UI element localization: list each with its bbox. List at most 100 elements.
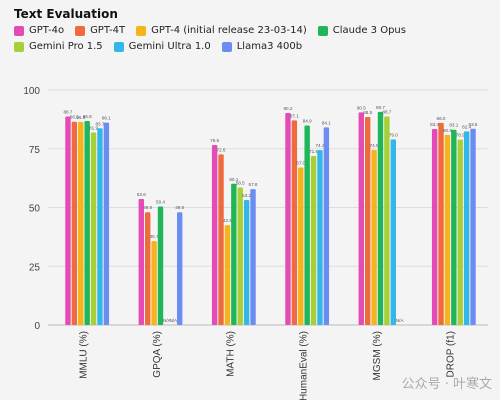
bar [285, 113, 291, 325]
data-label: N/A [163, 318, 172, 323]
data-label: 71.9 [309, 149, 318, 154]
data-label: 74.4 [315, 143, 324, 148]
legend-item: GPT-4o [14, 25, 64, 36]
x-tick-label: DROP (f1) [445, 331, 456, 378]
legend-swatch [14, 41, 24, 52]
data-label: N/A [169, 318, 178, 323]
data-label: N/A [396, 318, 405, 323]
bar [384, 116, 390, 326]
bar [250, 189, 256, 325]
data-label: 88.7 [382, 110, 391, 115]
legend-swatch [113, 41, 124, 52]
bar [317, 150, 323, 325]
bar [444, 134, 451, 325]
legend-item: Claude 3 Opus [317, 25, 406, 36]
bar [84, 121, 90, 326]
data-label: 53.6 [137, 192, 146, 197]
data-label: 83.7 [95, 121, 104, 126]
bar [138, 199, 144, 325]
legend-label: Claude 3 Opus [332, 25, 406, 36]
data-label: 84.1 [322, 120, 331, 125]
data-label: 83.5 [469, 122, 478, 127]
bar [438, 122, 444, 326]
data-label: 79.0 [389, 132, 398, 137]
legend-label: GPT-4 (initial release 23-03-14) [151, 25, 307, 36]
data-label: 88.7 [63, 110, 72, 115]
data-label: 48.0 [175, 205, 184, 210]
legend-item: Gemini Ultra 1.0 [113, 41, 211, 52]
x-tick-label: HumanEval (%) [299, 331, 310, 400]
bar [431, 129, 438, 325]
bar [103, 122, 110, 325]
data-label: 48.0 [143, 205, 152, 210]
bar [304, 125, 310, 325]
chart-legend: GPT-4o GPT-4T GPT-4 (initial release 23-03… [14, 25, 494, 57]
bar [243, 199, 250, 325]
y-tick-label: 75 [29, 145, 41, 156]
data-label: 50.4 [156, 200, 165, 205]
bar [177, 212, 183, 325]
legend-item: Llama3 400b [221, 41, 303, 52]
bar [218, 154, 224, 325]
legend-label: GPT-4T [90, 25, 126, 36]
data-label: 82.4 [462, 124, 471, 129]
data-label: 53.2 [242, 193, 251, 198]
bar [463, 131, 470, 325]
data-label: 83.4 [430, 122, 439, 127]
data-label: 88.5 [363, 110, 372, 115]
legend-swatch [317, 25, 328, 36]
data-label: 86.1 [102, 116, 111, 121]
legend-label: Gemini Pro 1.5 [29, 41, 103, 52]
data-label: 83.1 [449, 123, 458, 128]
bar [298, 167, 304, 325]
legend-swatch [14, 25, 24, 36]
bar [371, 149, 377, 325]
bar [237, 187, 243, 325]
legend-item: Gemini Pro 1.5 [14, 41, 103, 52]
bar [151, 241, 157, 325]
bar [470, 128, 476, 325]
data-label: 86.4 [76, 115, 85, 120]
data-label: 90.5 [357, 105, 366, 110]
bar [211, 144, 218, 325]
data-label: 58.5 [236, 181, 245, 186]
x-tick-label: MMLU (%) [79, 331, 90, 379]
data-label: 86.8 [83, 114, 92, 119]
bar [451, 129, 457, 325]
data-label: 90.7 [376, 105, 385, 110]
data-label: 78.9 [456, 133, 465, 138]
legend-label: Llama3 400b [236, 41, 303, 52]
data-label: 57.8 [249, 182, 258, 187]
data-label: 86.0 [437, 116, 446, 121]
bar [97, 128, 103, 325]
data-label: 84.9 [303, 118, 312, 123]
bar [358, 112, 364, 325]
bar [310, 156, 317, 325]
bar [390, 139, 396, 325]
data-label: 35.7 [150, 234, 159, 239]
legend-label: GPT-4o [29, 25, 65, 36]
data-label: 81.9 [89, 126, 98, 131]
x-tick-label: MGSM (%) [372, 331, 383, 380]
bar [457, 139, 463, 325]
data-label: 90.2 [283, 106, 292, 111]
bar [224, 225, 231, 325]
bar [231, 183, 237, 325]
legend-swatch [221, 41, 232, 52]
data-label: 60.1 [229, 177, 238, 182]
data-label: 72.6 [217, 147, 226, 152]
y-tick-label: 0 [34, 321, 40, 332]
x-tick-label: MATH (%) [225, 331, 236, 377]
bar [71, 121, 78, 325]
legend-swatch [136, 25, 147, 36]
legend-item: GPT-4 (initial release 23-03-14) [136, 25, 307, 36]
x-tick-label: GPQA (%) [152, 331, 163, 378]
data-label: 87.1 [290, 113, 299, 118]
data-label: 67.0 [296, 161, 305, 166]
bar [365, 117, 371, 326]
bar [157, 206, 164, 325]
bar [377, 111, 384, 325]
chart-title: Text Evaluation [14, 7, 118, 21]
data-label: 76.6 [210, 138, 219, 143]
data-label: 42.5 [223, 218, 232, 223]
